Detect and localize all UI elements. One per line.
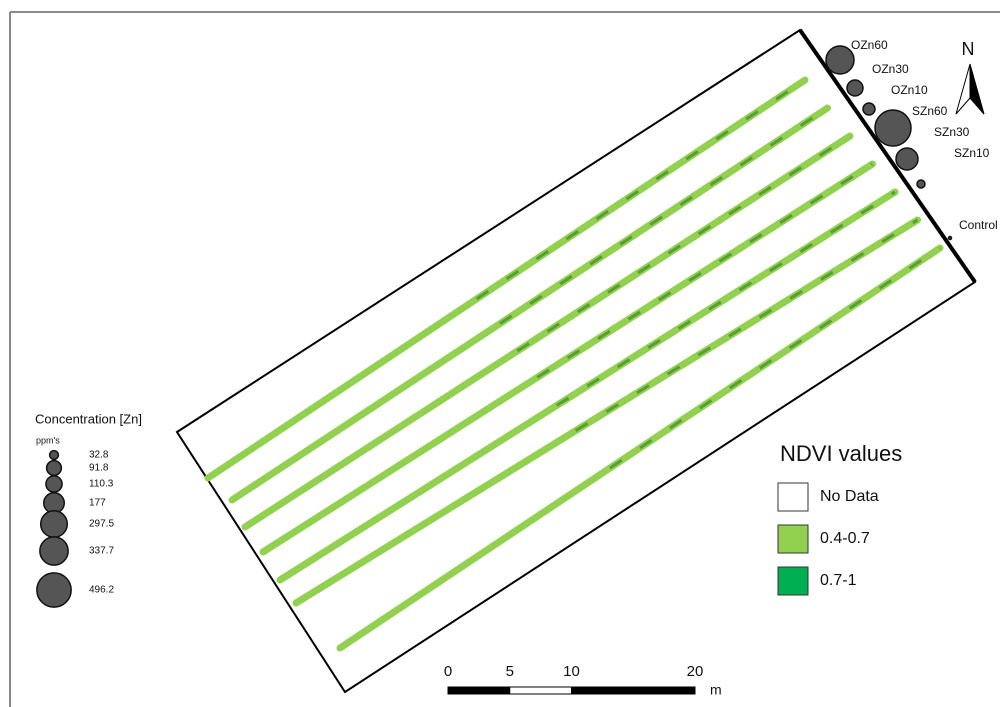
plot-label: OZn30: [872, 62, 909, 76]
concentration-label: 496.2: [89, 585, 114, 596]
scale-segment: [510, 687, 572, 694]
concentration-label: 337.7: [89, 546, 114, 557]
legend-swatch: [778, 525, 808, 553]
legend-label: No Data: [820, 488, 879, 505]
plot-marker: [896, 148, 918, 170]
concentration-symbol: [40, 537, 68, 565]
concentration-label: 91.8: [89, 463, 109, 474]
legend-swatch: [778, 567, 808, 595]
concentration-symbol: [47, 461, 62, 476]
concentration-label: 110.3: [89, 479, 114, 490]
plot-label: SZn30: [934, 125, 970, 139]
legend-label: 0.7-1: [820, 572, 857, 589]
plot-label: OZn10: [891, 83, 928, 97]
legend-unit: ppm's: [36, 435, 60, 445]
plot-label: SZn60: [912, 104, 948, 118]
legend-title: Concentration [Zn]: [35, 411, 142, 426]
legend-swatch: [778, 483, 808, 511]
plot-label: OZn60: [851, 38, 888, 52]
scale-label: 0: [444, 663, 452, 680]
map: OZn60 OZn30 OZn10 SZn60 SZn30 SZn10 Cont…: [0, 0, 1000, 707]
plot-marker: [826, 46, 854, 74]
concentration-label: 32.8: [89, 450, 109, 461]
scale-segment: [572, 687, 696, 694]
plot-marker: [863, 103, 875, 115]
scale-bar: 0 5 10 20 m: [444, 663, 722, 698]
north-label: N: [962, 39, 975, 59]
plot-marker: [847, 80, 863, 96]
scale-label: 10: [563, 663, 580, 680]
scale-unit: m: [710, 682, 722, 698]
scale-segment: [448, 687, 510, 694]
plot-marker: [949, 237, 952, 240]
north-arrow: N: [956, 39, 984, 114]
plot-label: SZn10: [954, 146, 990, 160]
legend-title: NDVI values: [780, 441, 902, 466]
concentration-symbol: [41, 511, 68, 538]
arrow-half: [956, 64, 970, 114]
plot-label: Control: [959, 218, 998, 232]
concentration-symbol: [50, 451, 59, 460]
arrow-half: [970, 64, 984, 114]
concentration-symbol: [37, 573, 71, 607]
concentration-label: 177: [89, 498, 106, 509]
field-boundary: [177, 30, 975, 692]
plot-marker: [875, 110, 911, 146]
concentration-label: 297.5: [89, 519, 114, 530]
scale-label: 5: [506, 663, 514, 680]
legend-label: 0.4-0.7: [820, 530, 870, 547]
plot-marker: [917, 180, 925, 188]
concentration-symbol: [46, 476, 62, 492]
scale-label: 20: [687, 663, 704, 680]
